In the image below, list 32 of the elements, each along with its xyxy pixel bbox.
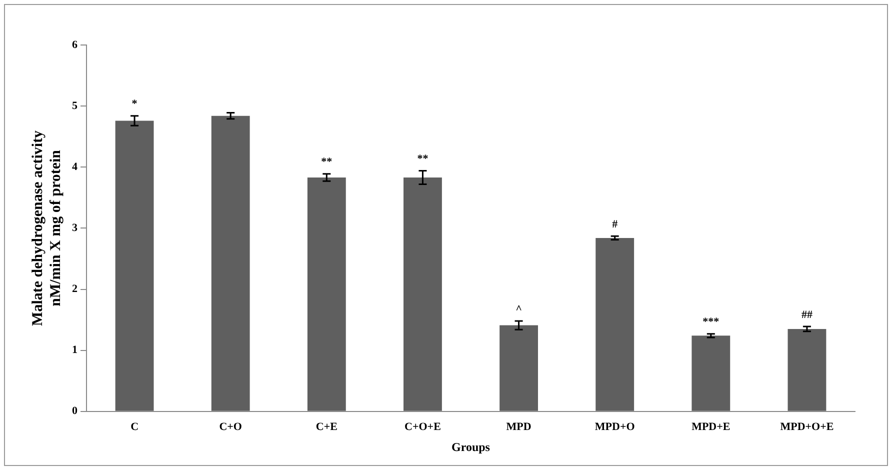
- bar: [115, 120, 154, 411]
- y-tick-label: 2: [72, 283, 78, 296]
- bar: [307, 178, 346, 411]
- x-tick-label: C: [130, 420, 139, 433]
- x-tick-label: C+E: [316, 420, 338, 433]
- y-tick-label: 1: [72, 344, 78, 356]
- annotation: ***: [702, 316, 720, 328]
- y-tick-label: 6: [72, 38, 78, 51]
- bar: [596, 238, 634, 411]
- x-axis-title: Groups: [452, 440, 490, 454]
- annotation: *: [132, 98, 138, 110]
- annotation: #: [612, 218, 618, 230]
- bar: [500, 325, 538, 411]
- x-tick-label: C+O: [219, 420, 242, 433]
- y-axis-title: Malate dehydrogenase activity nM/min X mg of protein: [30, 130, 64, 326]
- x-tick-label: MPD+O: [594, 420, 636, 433]
- annotation: ##: [801, 308, 813, 321]
- y-tick-label: 5: [72, 100, 78, 112]
- annotation: **: [417, 153, 429, 166]
- x-tick-label: MPD: [506, 420, 532, 433]
- x-tick-label: MPD+O+E: [780, 420, 834, 433]
- x-tick-label: MPD+E: [692, 420, 730, 433]
- annotation: **: [321, 156, 333, 168]
- x-tick-label: C+O+E: [404, 420, 441, 433]
- y-tick-label: 3: [72, 222, 78, 234]
- y-tick-label: 4: [72, 160, 78, 173]
- bar: [211, 116, 250, 411]
- annotation: ^: [516, 303, 522, 316]
- bar: [692, 336, 730, 411]
- y-tick-label: 0: [72, 405, 78, 418]
- bar: [788, 328, 826, 411]
- bar: [404, 178, 442, 411]
